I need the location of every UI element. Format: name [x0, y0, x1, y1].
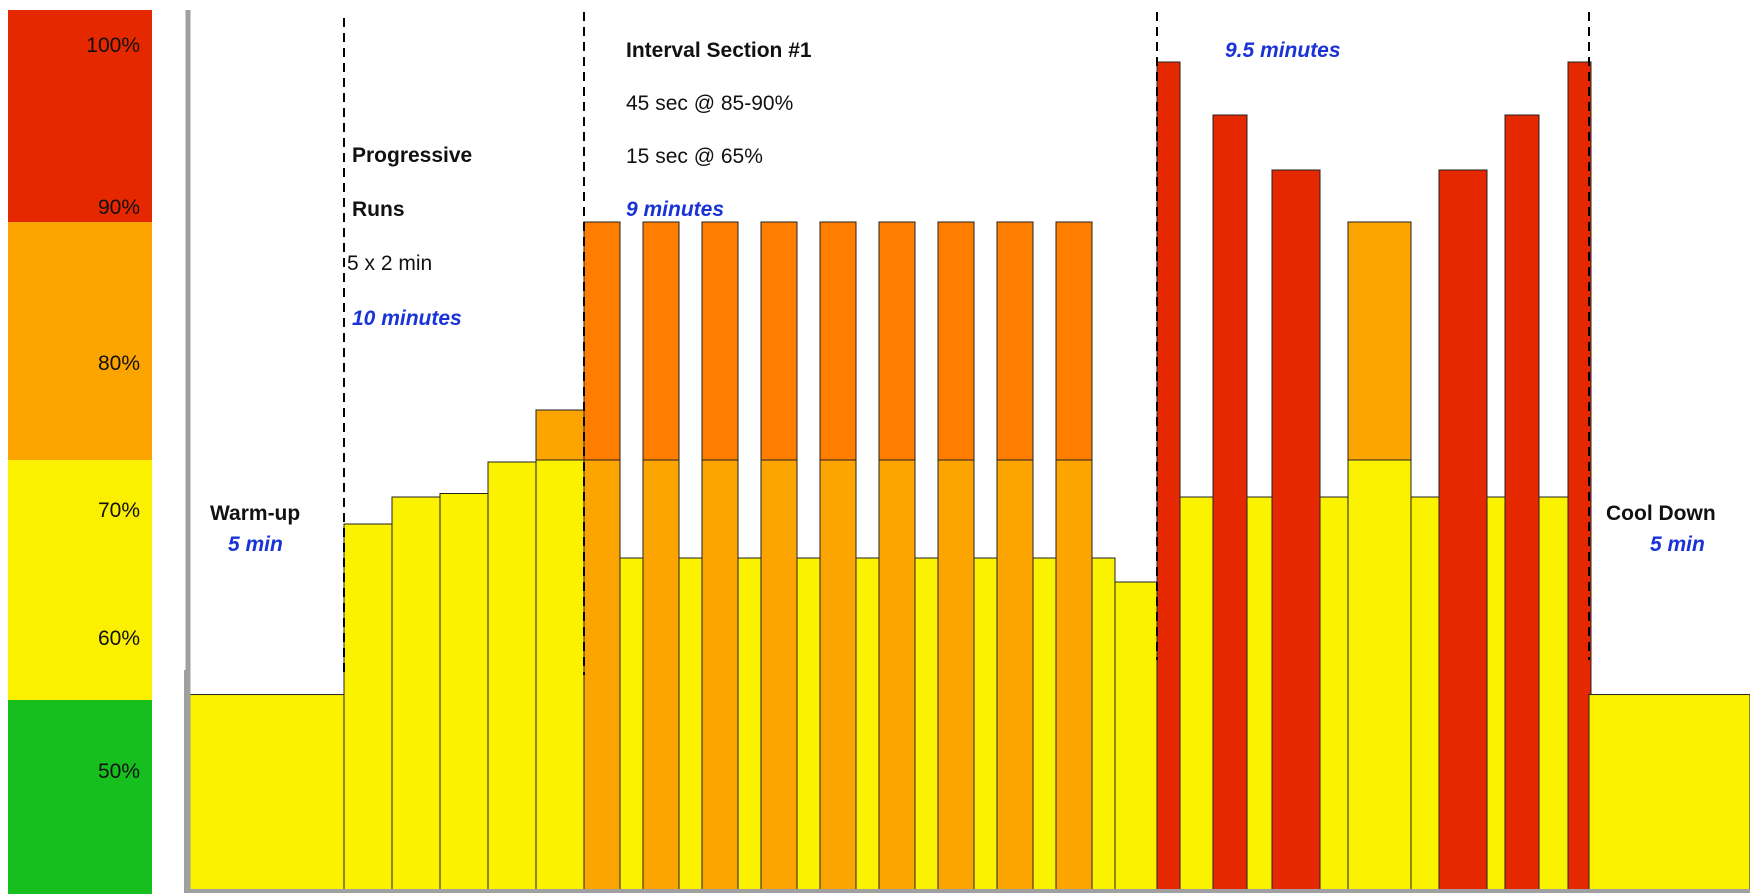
interval1-hard-bar-3 [701, 221, 739, 461]
interval1-hard-bar-4 [760, 221, 798, 461]
interval2-hard-bar-3 [1271, 169, 1321, 892]
interval1-hard-bar-1 [583, 221, 621, 461]
interval-duration: 9 minutes [626, 198, 724, 221]
zone-band-orange [8, 222, 152, 460]
interval1-easy-bar-2 [678, 557, 703, 892]
interval1-hard-bar-6 [878, 221, 916, 461]
progressive-title-line2: Runs [352, 198, 405, 221]
progressive-title-line1: Progressive [352, 144, 472, 167]
interval1-hard-bar-2-base [642, 459, 680, 892]
zone-label-80: 80% [98, 352, 140, 375]
interval1-easy-bar-3 [737, 557, 762, 892]
interval2-hard-bar-7 [1567, 61, 1592, 892]
interval2-hard-bar-5 [1438, 169, 1488, 892]
interval1-hard-bar-5 [819, 221, 857, 461]
zone-band-red [8, 10, 152, 222]
interval1-easy-bar-4 [796, 557, 821, 892]
zone-label-50: 50% [98, 760, 140, 783]
interval2-hard-bar-2 [1212, 114, 1248, 892]
interval1-hard-bar-2 [642, 221, 680, 461]
progressive-bar-5-lower [535, 459, 585, 892]
warmup-bar [189, 694, 345, 892]
warmup-title: Warm-up [210, 502, 300, 525]
interval1-easy-bar-6 [914, 557, 939, 892]
interval2-hard-bar-6 [1504, 114, 1540, 892]
interval1-hard-bar-7-base [937, 459, 975, 892]
interval1-hard-bar-4-base [760, 459, 798, 892]
interval1-hard-bar-8-base [996, 459, 1034, 892]
interval1-hard-bar-1-base [583, 459, 621, 892]
progressive-bar-5 [535, 409, 585, 461]
zone-band-yellow [8, 460, 152, 700]
progressive-bar-4 [487, 461, 537, 892]
zone-label-70: 70% [98, 499, 140, 522]
interval1-hard-bar-9 [1055, 221, 1093, 461]
interval1-easy-bar-5 [855, 557, 880, 892]
cooldown-duration: 5 min [1650, 533, 1705, 556]
zone-label-90: 90% [98, 196, 140, 219]
interval-detail-easy: 15 sec @ 65% [626, 145, 763, 168]
zone-label-100: 100% [86, 34, 140, 57]
zone-band-green [8, 700, 152, 894]
interval2-hard-bar-4-base [1347, 459, 1412, 892]
interval1-easy-bar-8 [1032, 557, 1057, 892]
zone-label-60: 60% [98, 627, 140, 650]
intensity-zone-scale [8, 10, 152, 894]
progressive-bar-3 [439, 493, 489, 892]
interval1-hard-bar-7 [937, 221, 975, 461]
interval1-easy-bar-1 [619, 557, 644, 892]
progressive-duration: 10 minutes [352, 307, 462, 330]
section-labels: Warm-up 5 min Progressive Runs 5 x 2 min… [210, 39, 1716, 556]
interval1-easy-bar-9 [1091, 557, 1116, 892]
zone-percent-labels: 100% 90% 80% 70% 60% 50% [86, 34, 140, 783]
cooldown-bar [1588, 694, 1750, 892]
interval2-hard-bar-4 [1347, 221, 1412, 461]
interval1-hard-bar-8 [996, 221, 1034, 461]
section-dividers [343, 12, 1590, 675]
progressive-bar-1 [343, 523, 393, 892]
progressive-detail: 5 x 2 min [347, 252, 432, 275]
section2-duration: 9.5 minutes [1225, 39, 1341, 62]
cooldown-title: Cool Down [1606, 502, 1716, 525]
interval1-hard-bar-9-base [1055, 459, 1093, 892]
interval1-hard-bar-5-base [819, 459, 857, 892]
progressive-bar-2 [391, 496, 441, 892]
interval1-hard-bar-3-base [701, 459, 739, 892]
interval1-easy-bar-7 [973, 557, 998, 892]
warmup-duration: 5 min [228, 533, 283, 556]
interval1-hard-bar-6-base [878, 459, 916, 892]
interval1-recovery-bar [1114, 581, 1158, 892]
interval-section-title: Interval Section #1 [626, 39, 812, 62]
interval2-hard-bar-1 [1156, 61, 1181, 892]
workout-bars [189, 61, 1750, 892]
interval-detail-hard: 45 sec @ 85-90% [626, 92, 793, 115]
